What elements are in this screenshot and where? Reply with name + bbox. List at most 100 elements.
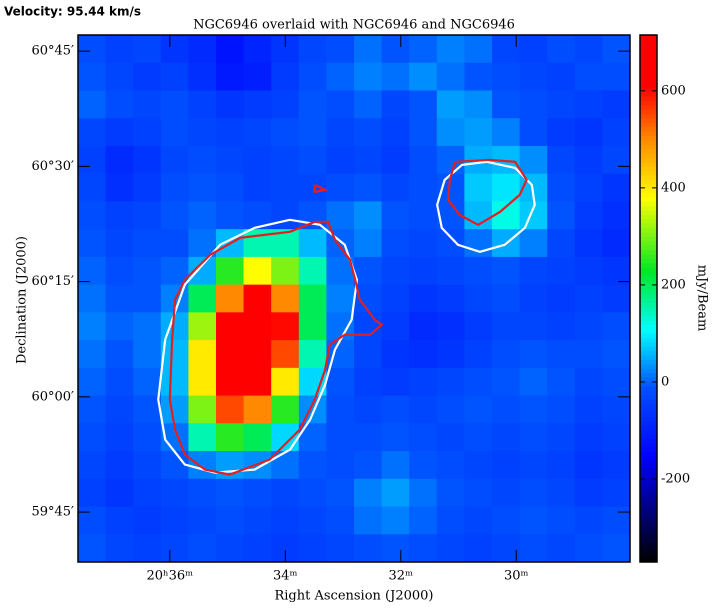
image-pixel [464,340,492,368]
colorbar-swatch [640,211,657,216]
colorbar-swatch [640,474,657,479]
image-pixel [216,423,244,451]
image-pixel [188,174,216,202]
colorbar-swatch [640,342,657,347]
colorbar-swatch [640,176,657,181]
image-pixel [382,229,410,257]
image-pixel [106,479,134,507]
image-pixel [271,479,299,507]
image-pixel [78,451,106,479]
image-pixel [382,534,410,562]
image-pixel [188,118,216,146]
image-pixel [382,257,410,285]
image-pixel [409,368,437,396]
image-pixel [216,146,244,174]
colorbar-swatch [640,549,657,554]
colorbar-swatch [640,66,657,71]
image-pixel [133,534,161,562]
image-pixel [244,257,272,285]
image-pixel [575,201,603,229]
image-pixel [216,312,244,340]
image-pixel [520,118,548,146]
image-pixel [409,451,437,479]
image-pixel [216,368,244,396]
image-pixel [602,340,630,368]
colorbar-swatch [640,154,657,159]
image-pixel [161,174,189,202]
colorbar-swatch [640,83,657,88]
image-pixel [133,35,161,63]
image-pixel [216,63,244,91]
colorbar-tick-label: 400 [661,180,686,195]
image-pixel [161,534,189,562]
image-pixel [354,451,382,479]
image-pixel [409,146,437,174]
image-pixel [106,201,134,229]
x-tick-label: 34ᵐ [273,569,298,584]
colorbar-swatch [640,369,657,374]
colorbar-swatch [640,294,657,299]
image-pixel [133,340,161,368]
image-pixel [575,368,603,396]
colorbar-swatch [640,391,657,396]
image-pixel [354,174,382,202]
colorbar-swatch [640,285,657,290]
image-pixel [271,340,299,368]
image-pixel [78,285,106,313]
image-pixel [547,507,575,535]
image-pixel [492,507,520,535]
image-pixel [354,63,382,91]
x-tick-label: 20ʰ36ᵐ [146,569,193,584]
colorbar-swatch [640,61,657,66]
image-pixel [354,368,382,396]
image-pixel [188,423,216,451]
colorbar-swatch [640,553,657,558]
colorbar-swatch [640,259,657,264]
image-pixel [188,507,216,535]
colorbar-swatch [640,527,657,532]
image-pixel [78,312,106,340]
colorbar-swatch [640,263,657,268]
colorbar-tick-label: 0 [661,374,669,389]
image-pixel [216,118,244,146]
colorbar-swatch [640,373,657,378]
image-pixel [547,451,575,479]
image-pixel [106,35,134,63]
colorbar-swatch [640,364,657,369]
image-pixel [575,229,603,257]
colorbar-swatch [640,492,657,497]
x-tick-label: 30ᵐ [504,569,529,584]
image-pixel [326,423,354,451]
image-pixel [326,479,354,507]
image-pixel [547,90,575,118]
image-pixel [464,368,492,396]
image-pixel [133,423,161,451]
image-pixel [299,451,327,479]
image-pixel [133,118,161,146]
colorbar-swatch [640,114,657,119]
colorbar-swatch [640,312,657,317]
image-pixel [492,90,520,118]
image-pixel [602,35,630,63]
image-pixel [492,63,520,91]
image-pixel [271,146,299,174]
colorbar-swatch [640,338,657,343]
image-pixel [575,340,603,368]
chart: Velocity: 95.44 km/s NGC6946 overlaid wi… [0,0,718,608]
image-pixel [326,146,354,174]
image-pixel [216,90,244,118]
image-pixel [382,479,410,507]
image-pixel [188,479,216,507]
image-pixel [161,90,189,118]
image-pixel [354,507,382,535]
image-pixel [520,340,548,368]
image-pixel [216,479,244,507]
image-pixel [216,507,244,535]
image-pixel [492,257,520,285]
colorbar-swatch [640,48,657,53]
colorbar-swatch [640,400,657,405]
image-pixel [78,257,106,285]
image-pixel [492,312,520,340]
image-pixel [354,423,382,451]
image-pixel [602,229,630,257]
